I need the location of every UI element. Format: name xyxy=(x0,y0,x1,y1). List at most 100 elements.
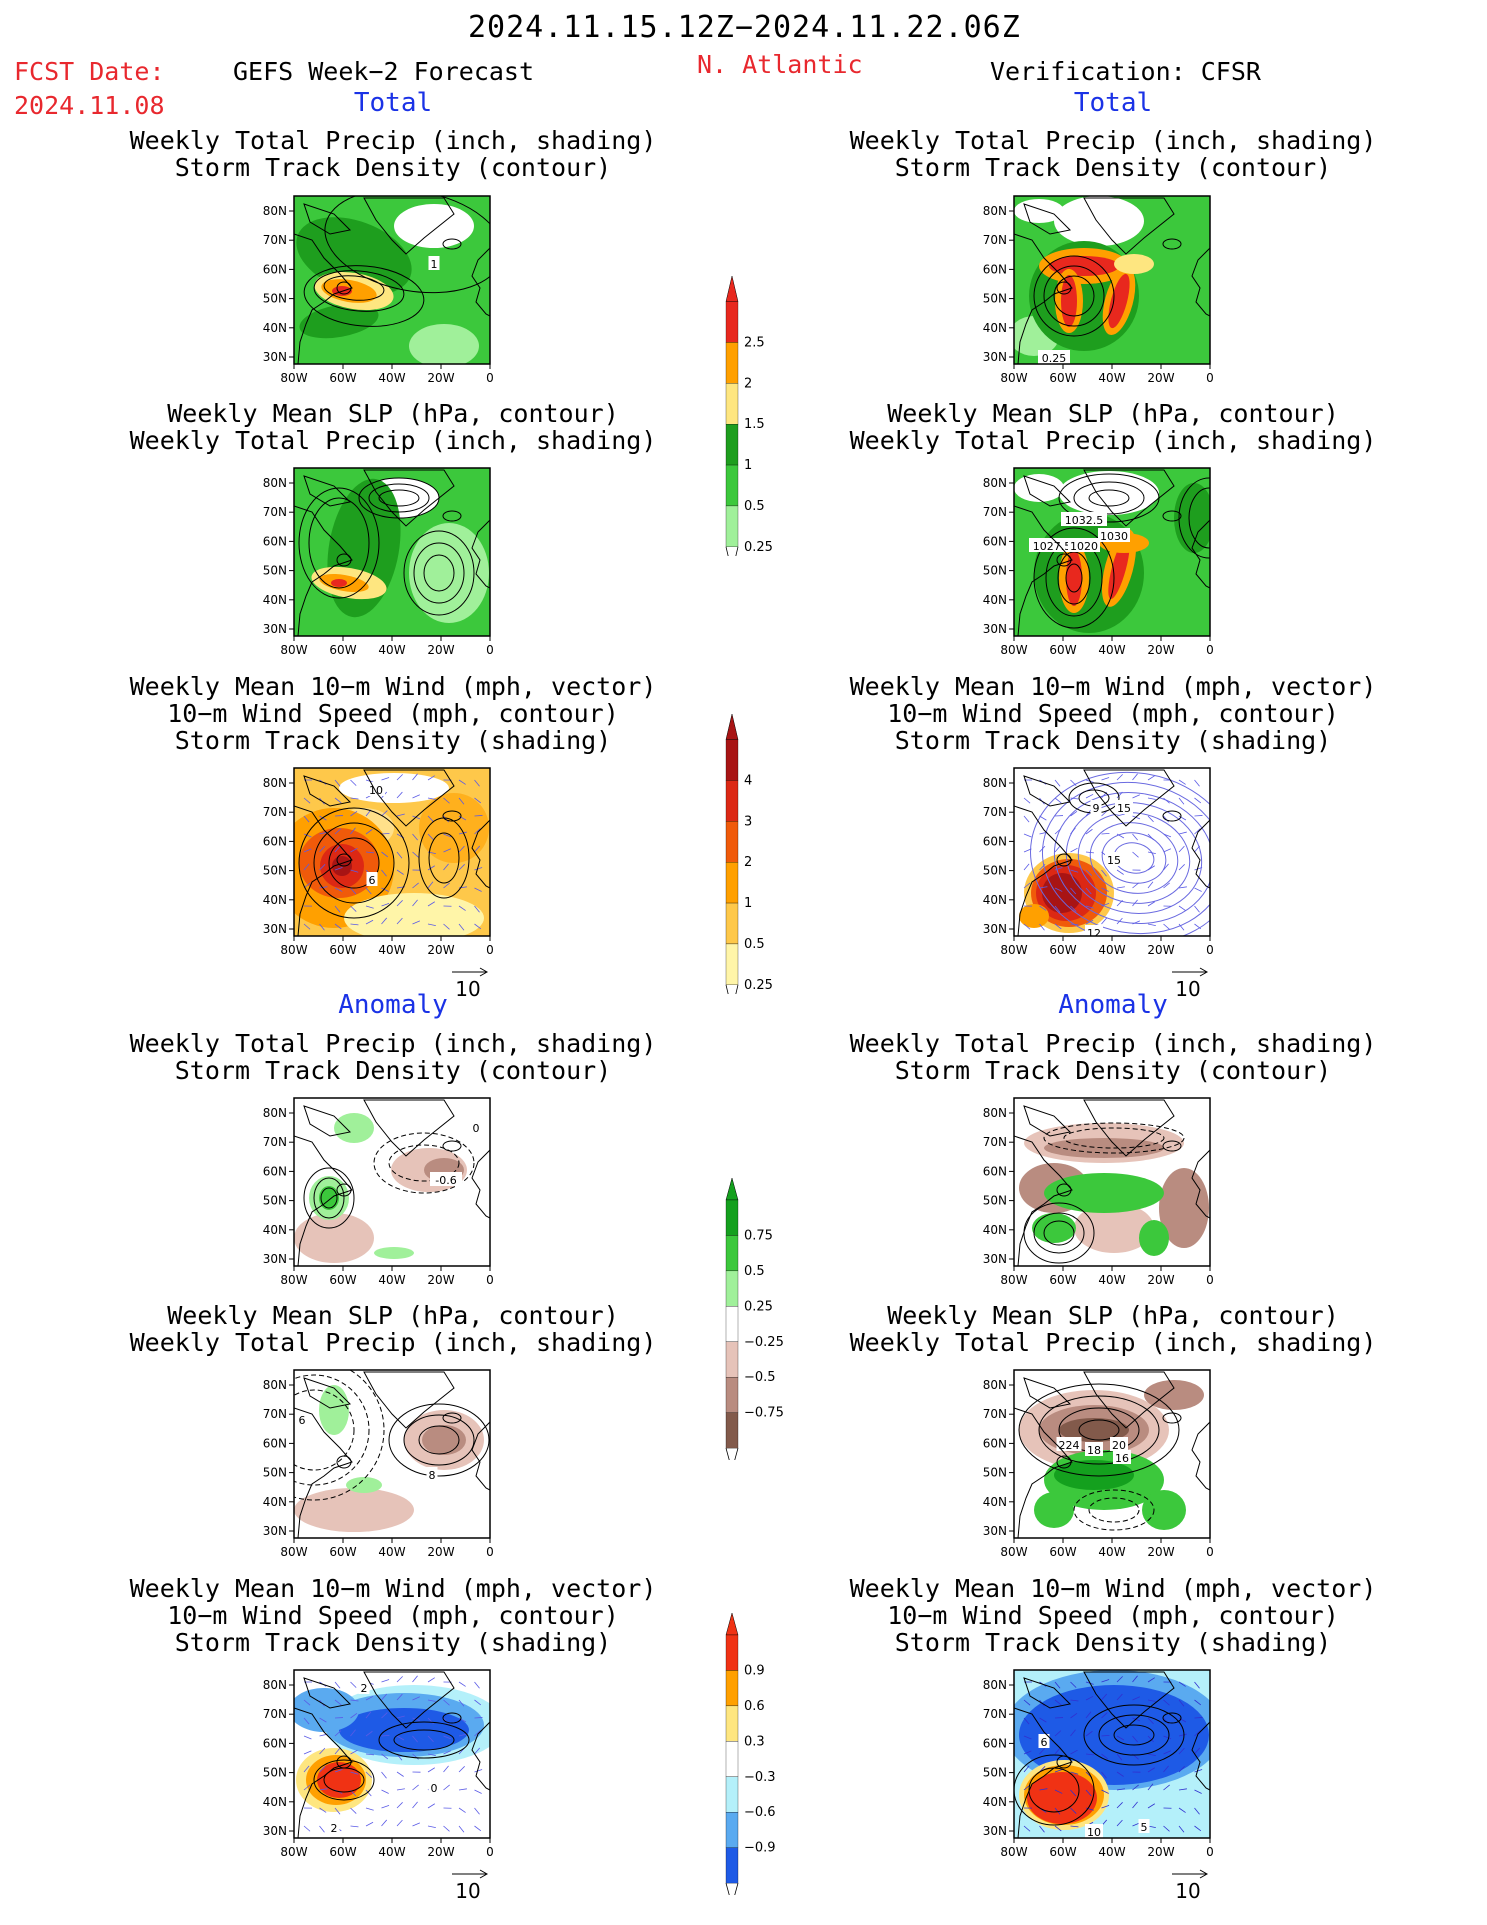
wind-vector xyxy=(1116,791,1123,799)
shading-region xyxy=(1054,1460,1134,1490)
shading-region xyxy=(1174,483,1210,553)
wind-vector xyxy=(1147,797,1156,800)
wind-vector xyxy=(474,887,482,892)
wind-vector xyxy=(334,828,342,835)
contour-line xyxy=(388,1403,490,1477)
wind-vector xyxy=(427,1699,436,1702)
map-verification-anomaly-precip: 80N 70N 60N 50N 40N 30N 80W 60W 40W 20W 0 xyxy=(983,1097,1214,1287)
contour-label: 1020 xyxy=(1070,540,1098,553)
wind-vector xyxy=(1085,851,1094,854)
iceland-outline xyxy=(442,810,462,822)
wind-vector xyxy=(458,905,466,911)
wind-vector xyxy=(1023,815,1030,823)
lon-tick-label: 40W xyxy=(378,1545,405,1559)
lon-tick-label: 20W xyxy=(427,943,454,957)
wind-vector xyxy=(1023,1765,1030,1773)
contour-line xyxy=(1043,265,1105,327)
wind-vector xyxy=(1178,815,1187,821)
baffin-island-outline xyxy=(1023,1377,1072,1409)
lon-tick-label: 60W xyxy=(329,1545,356,1559)
wind-vector xyxy=(458,1733,467,1737)
lon-tick-label: 20W xyxy=(1147,1273,1174,1287)
greenland-outline xyxy=(363,197,455,255)
wind-vector xyxy=(458,1807,466,1813)
contour-line xyxy=(303,1167,355,1229)
iceland-outline xyxy=(1162,510,1182,522)
map-verification-total-precip: 0.25 80N 70N 60N 50N 40N 30N 80W 60W 40W 20W 0 xyxy=(983,195,1214,385)
baffin-island-outline xyxy=(303,1377,352,1409)
wind-vector xyxy=(443,1784,450,1791)
wind-vector xyxy=(1116,917,1123,925)
verification-title: Verification: CFSR xyxy=(990,57,1261,86)
lat-tick-label: 40N xyxy=(263,1495,287,1509)
wind-vector xyxy=(381,1693,388,1701)
north-america-outline xyxy=(294,233,353,364)
contour-label-box xyxy=(430,1172,462,1186)
contour-line xyxy=(294,1370,385,1501)
wind-vector xyxy=(1116,900,1123,907)
lat-tick-label: 80N xyxy=(263,1378,287,1392)
shading-region xyxy=(409,324,479,364)
newfoundland-outline xyxy=(336,553,352,567)
wind-vector xyxy=(1054,1747,1061,1755)
wind-vector xyxy=(365,1730,373,1737)
wind-vector xyxy=(396,1715,405,1719)
lat-tick-label: 60N xyxy=(983,262,1007,276)
wind-vector xyxy=(1054,797,1062,804)
wind-vector xyxy=(1023,882,1031,889)
shading-region xyxy=(1066,550,1082,606)
contour-line xyxy=(1078,1419,1120,1441)
wind-vector xyxy=(1085,869,1093,876)
shading-region xyxy=(1074,1203,1154,1253)
lon-tick-label: 20W xyxy=(1147,1545,1174,1559)
wind-vector xyxy=(427,1717,434,1725)
lat-tick-label: 70N xyxy=(983,805,1007,819)
wind-vector xyxy=(381,810,388,817)
region-title: N. Atlantic xyxy=(697,50,863,79)
contour-label: 1030 xyxy=(1100,530,1128,543)
lat-tick-label: 40N xyxy=(263,321,287,335)
wind-vector xyxy=(381,833,390,835)
lat-tick-label: 80N xyxy=(983,1378,1007,1392)
vector-ref-arrowhead xyxy=(1199,967,1209,977)
lat-tick-label: 80N xyxy=(983,476,1007,490)
wind-vector xyxy=(1101,777,1110,781)
wind-vector xyxy=(396,851,403,859)
map-content: 0.25 xyxy=(1014,196,1210,365)
shading-region xyxy=(1032,1213,1076,1243)
map-verification-total-wind: 9 15 15 12 80N 70N 60N 50N 40N 30N 80W 60W 40W 20W 0 xyxy=(983,767,1214,957)
contour-line xyxy=(1178,477,1210,559)
section-anomaly-left: Anomaly xyxy=(338,990,448,1020)
wind-vector xyxy=(1101,1753,1109,1760)
newfoundland-outline xyxy=(1056,1755,1072,1769)
greenland-outline xyxy=(363,1671,455,1729)
wind-vector xyxy=(1101,869,1107,877)
wind-vector xyxy=(396,1693,403,1701)
title-f-anom-precip: Weekly Total Precip (inch, shading) Storm… xyxy=(129,1029,657,1085)
baffin-island-outline xyxy=(303,1677,352,1709)
wind-vector xyxy=(412,882,419,889)
wind-vector xyxy=(1116,833,1125,839)
contour-line xyxy=(308,497,370,589)
colorbar-segment xyxy=(725,505,739,547)
contour-label-box xyxy=(1090,800,1102,814)
contour-label-box xyxy=(428,256,440,270)
contour-label: 0.25 xyxy=(1042,352,1067,365)
shading-region xyxy=(1014,199,1064,223)
baffin-island-outline xyxy=(1023,1105,1072,1137)
wind-vector xyxy=(1147,1717,1154,1725)
lat-tick-label: 30N xyxy=(983,922,1007,936)
europe-outline xyxy=(471,1721,490,1791)
lat-tick-label: 70N xyxy=(263,505,287,519)
wind-vector xyxy=(1116,813,1125,817)
lon-tick-label: 60W xyxy=(1049,643,1076,657)
colorbar-segment xyxy=(725,1812,739,1848)
wind-vector xyxy=(1023,833,1032,838)
wind-vector xyxy=(1178,1788,1187,1791)
wind-contour xyxy=(1089,822,1179,894)
lat-tick-label: 30N xyxy=(263,1824,287,1838)
wind-vector xyxy=(474,867,483,871)
lat-tick-label: 30N xyxy=(983,1524,1007,1538)
lat-tick-label: 50N xyxy=(983,864,1007,878)
